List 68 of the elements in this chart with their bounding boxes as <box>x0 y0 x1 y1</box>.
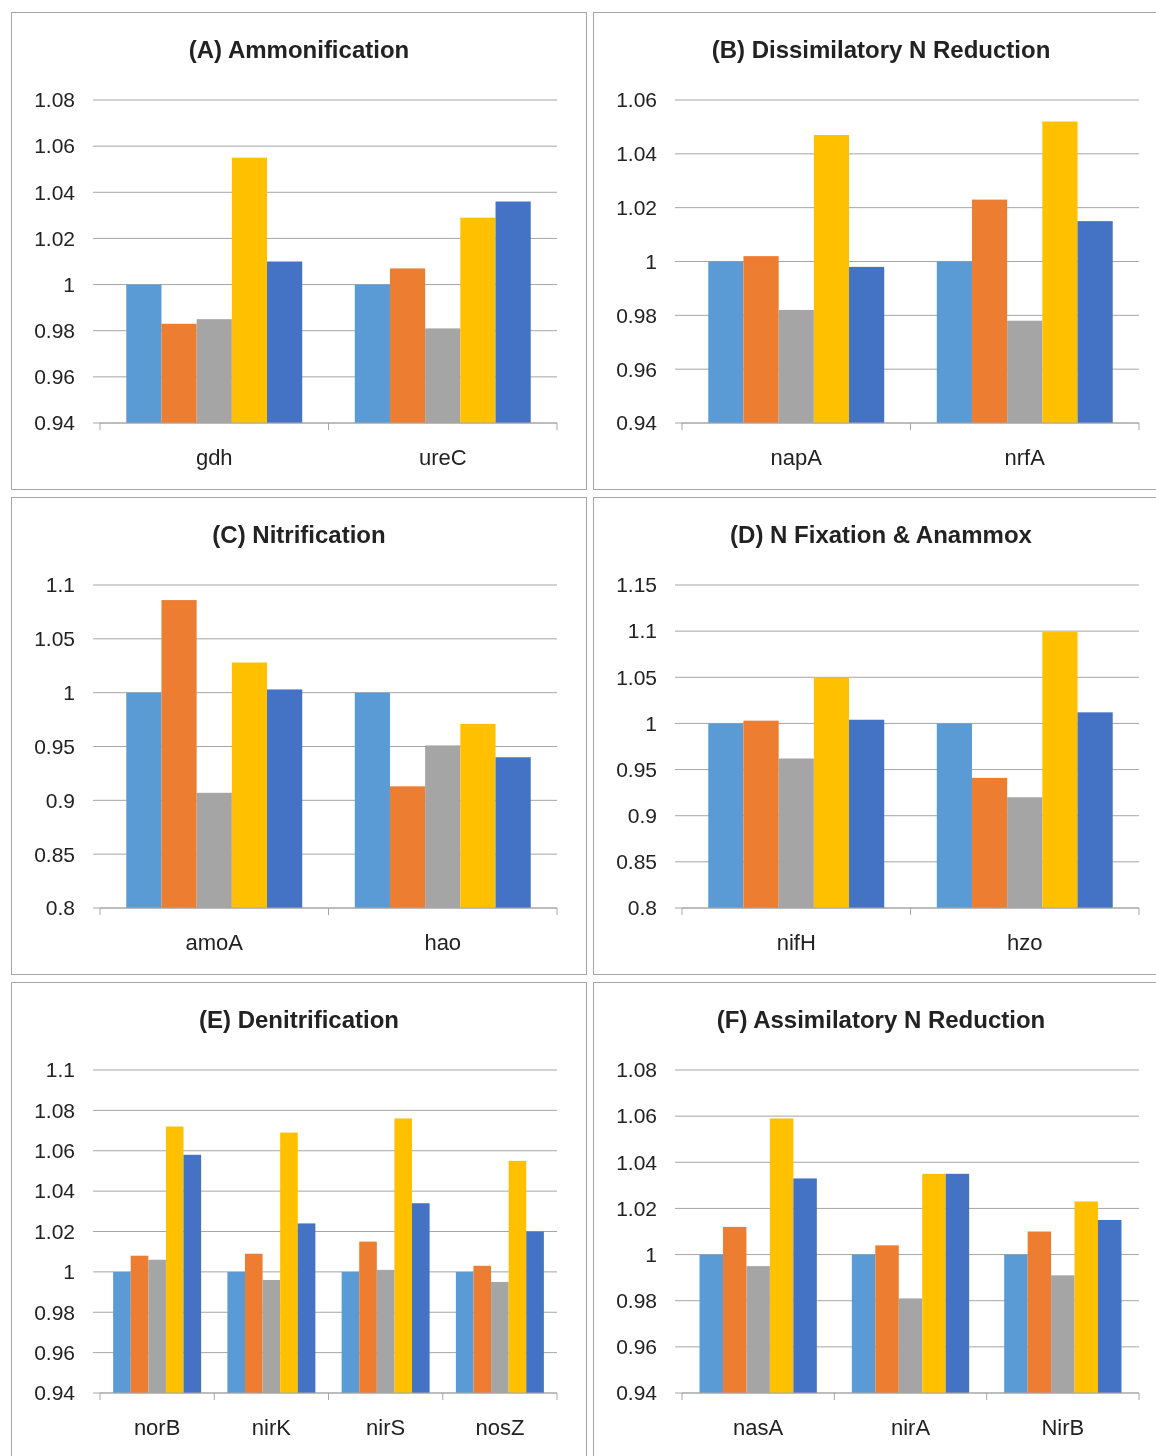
x-tick-label: nosZ <box>475 1414 525 1440</box>
x-tick-label: nirK <box>251 1414 292 1440</box>
x-tick-label: NirB <box>1041 1414 1085 1440</box>
chart-title: (D) N Fixation & Anammox <box>730 521 1033 548</box>
y-tick-label: 1.06 <box>34 1139 75 1163</box>
y-tick-label: 1.15 <box>616 573 657 597</box>
x-tick-label: nirA <box>890 1414 931 1440</box>
y-tick-label: 1.02 <box>34 1219 75 1243</box>
y-tick-label: 0.85 <box>34 842 75 866</box>
y-tick-label: 1.05 <box>616 665 657 689</box>
y-tick-label: 0.94 <box>616 411 658 435</box>
y-tick-label: 0.9 <box>45 788 75 812</box>
y-tick-label: 0.98 <box>34 1300 75 1324</box>
y-tick-label: 1.04 <box>616 142 658 166</box>
y-tick-label: 1 <box>645 711 657 735</box>
y-tick-label: 0.94 <box>34 1381 76 1405</box>
chart-title: (F) Assimilatory N Reduction <box>716 1006 1046 1033</box>
x-tick-label: nrfA <box>1004 444 1046 470</box>
y-tick-label: 0.94 <box>34 411 76 435</box>
y-tick-label: 1 <box>63 681 75 705</box>
y-tick-label: 1.02 <box>616 196 657 220</box>
y-tick-label: 0.8 <box>45 896 75 920</box>
y-tick-label: 0.94 <box>616 1381 658 1405</box>
y-tick-label: 0.95 <box>34 734 75 758</box>
y-tick-label: 1 <box>645 249 657 273</box>
y-tick-label: 1.05 <box>34 627 75 651</box>
y-tick-label: 1.06 <box>616 1104 657 1128</box>
x-tick-label: nirS <box>366 1414 406 1440</box>
y-tick-label: 1.1 <box>45 1058 75 1082</box>
y-tick-label: 1.08 <box>34 88 75 112</box>
y-tick-label: 1.04 <box>616 1150 658 1174</box>
x-tick-label: nifH <box>776 929 816 955</box>
y-tick-label: 0.96 <box>34 1340 75 1364</box>
x-tick-label: hao <box>424 929 462 955</box>
y-tick-label: 1.04 <box>34 180 76 204</box>
y-tick-label: 0.96 <box>616 1335 657 1359</box>
x-tick-label: gdh <box>195 444 233 470</box>
chart-title: (A) Ammonification <box>188 36 410 63</box>
y-tick-label: 0.9 <box>627 804 657 828</box>
y-tick-label: 1.08 <box>34 1098 75 1122</box>
x-tick-label: napA <box>770 444 823 470</box>
y-tick-label: 0.98 <box>616 303 657 327</box>
x-tick-label: amoA <box>185 929 244 955</box>
x-tick-label: hzo <box>1007 929 1043 955</box>
y-tick-label: 1.02 <box>34 226 75 250</box>
y-tick-label: 0.95 <box>616 757 657 781</box>
y-tick-label: 0.85 <box>616 850 657 874</box>
x-tick-label: nasA <box>733 1414 784 1440</box>
chart-title: (C) Nitrification <box>212 521 386 548</box>
chart-title: (B) Dissimilatory N Reduction <box>711 36 1051 63</box>
y-tick-label: 0.98 <box>616 1289 657 1313</box>
y-tick-label: 1.06 <box>616 88 657 112</box>
x-tick-label: norB <box>133 1414 181 1440</box>
y-tick-label: 1 <box>63 272 75 296</box>
chart-title: (E) Denitrification <box>198 1006 400 1033</box>
x-tick-label: ureC <box>418 444 467 470</box>
y-tick-label: 1.1 <box>45 573 75 597</box>
y-tick-label: 0.98 <box>34 319 75 343</box>
y-tick-label: 1.06 <box>34 134 75 158</box>
y-tick-label: 1.08 <box>616 1058 657 1082</box>
y-tick-label: 1.1 <box>627 619 657 643</box>
y-tick-label: 0.96 <box>616 357 657 381</box>
y-tick-label: 0.8 <box>627 896 657 920</box>
y-tick-label: 1 <box>645 1242 657 1266</box>
y-tick-label: 1.04 <box>34 1179 76 1203</box>
y-tick-label: 0.96 <box>34 365 75 389</box>
y-tick-label: 1.02 <box>616 1196 657 1220</box>
y-tick-label: 1 <box>63 1260 75 1284</box>
